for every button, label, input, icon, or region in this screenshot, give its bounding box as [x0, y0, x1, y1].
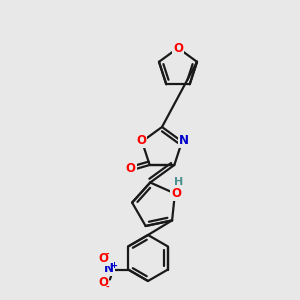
- Text: O: O: [171, 187, 181, 200]
- Text: N: N: [179, 134, 189, 147]
- Text: O: O: [173, 41, 183, 55]
- Text: -: -: [105, 283, 109, 292]
- Text: N: N: [104, 262, 114, 275]
- Text: O: O: [98, 276, 108, 289]
- Text: -: -: [105, 250, 109, 259]
- Text: +: +: [110, 261, 117, 270]
- Text: O: O: [126, 163, 136, 176]
- Text: O: O: [98, 252, 108, 265]
- Text: H: H: [174, 177, 184, 187]
- Text: O: O: [136, 134, 146, 147]
